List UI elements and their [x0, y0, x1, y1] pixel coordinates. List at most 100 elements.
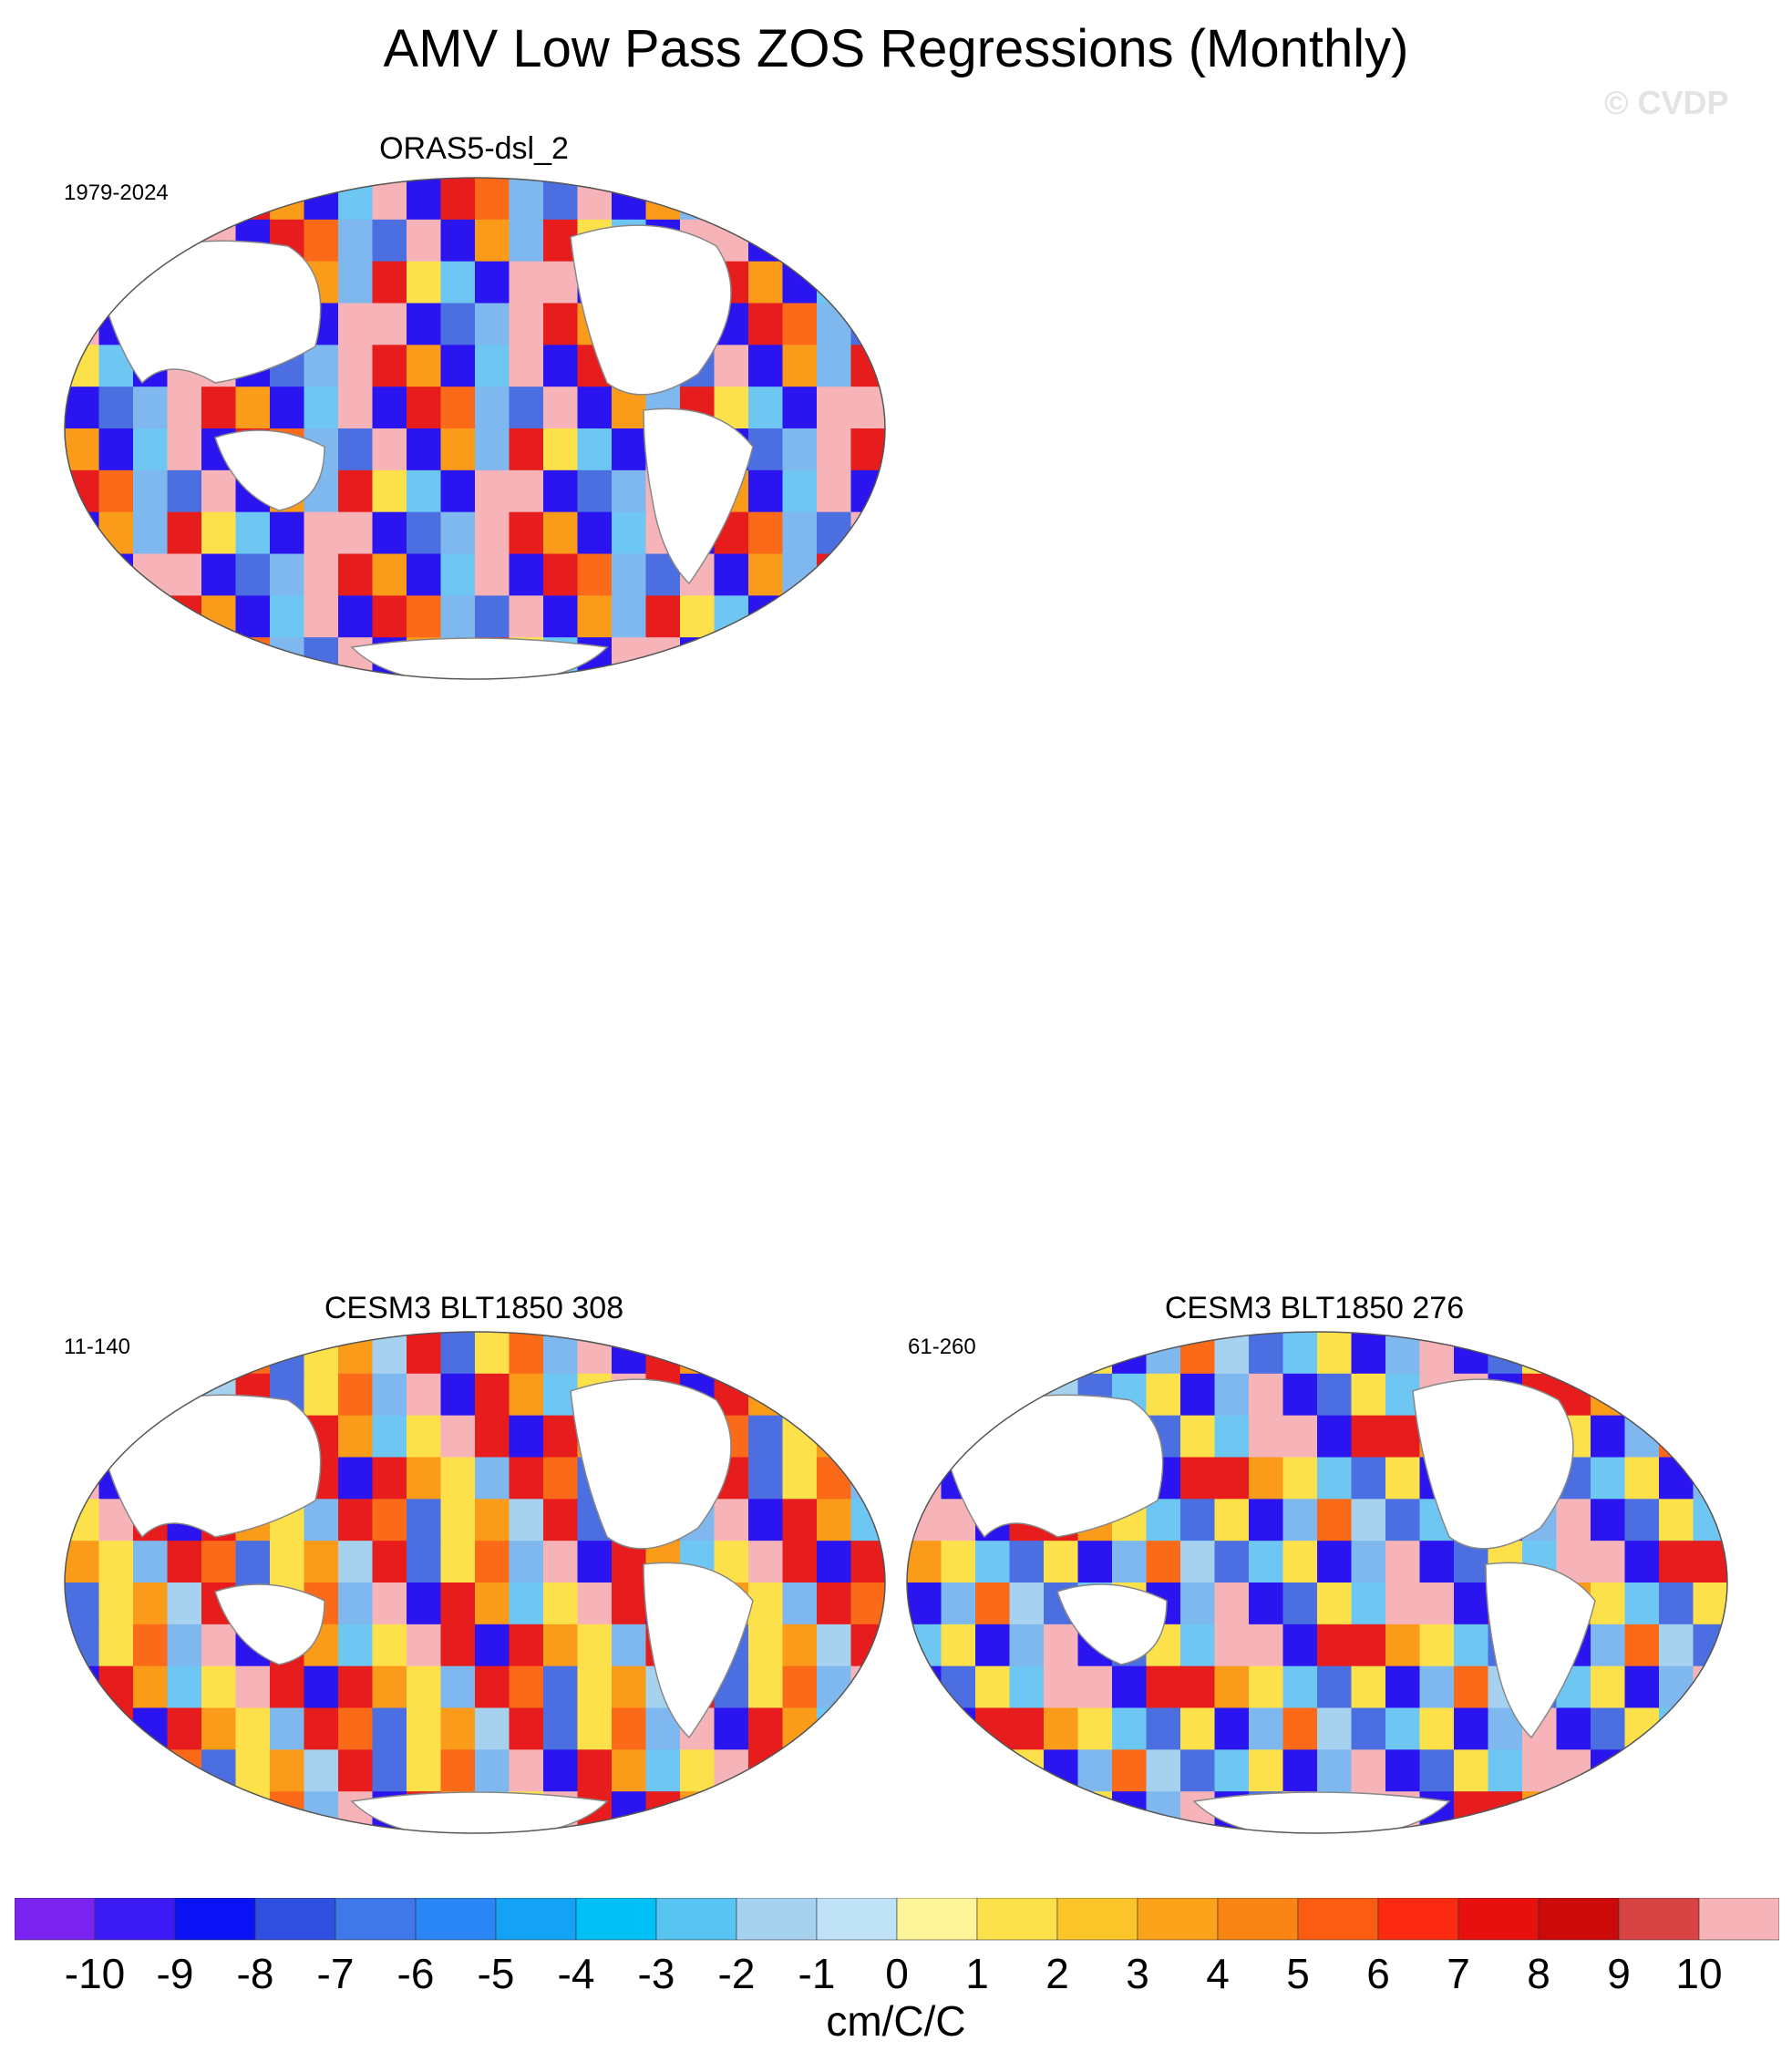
- map-cell: [1180, 1707, 1216, 1751]
- map-cell: [1009, 1624, 1045, 1667]
- map-cell: [304, 345, 339, 388]
- map-cell: [440, 1373, 476, 1417]
- map-cell: [235, 511, 271, 555]
- map-cell: [270, 1332, 305, 1375]
- map-cell: [782, 1332, 818, 1375]
- map-cell: [850, 1749, 885, 1793]
- map-cell: [372, 511, 407, 555]
- map-cell: [577, 1665, 613, 1709]
- colorbar-tick-label: 5: [1286, 1950, 1310, 1997]
- map-cell: [372, 1665, 407, 1709]
- map-cell: [475, 511, 510, 555]
- map-cell: [1693, 1415, 1727, 1459]
- map-cell: [133, 595, 169, 639]
- map-cell: [1180, 1457, 1216, 1500]
- map-cell: [1624, 1791, 1660, 1833]
- map-cell: [850, 1707, 885, 1751]
- map-cell: [65, 1791, 100, 1833]
- map-cell: [407, 1541, 442, 1583]
- map-cell: [133, 1665, 169, 1709]
- map-cell: [475, 1373, 510, 1417]
- map-cell: [201, 637, 237, 679]
- map-cell: [907, 1373, 942, 1417]
- map-cell: [1351, 1457, 1386, 1500]
- map-cell: [817, 178, 852, 221]
- map-cell: [612, 1665, 647, 1709]
- map-cell: [338, 553, 374, 597]
- map-cell: [167, 1332, 202, 1375]
- map-cell: [338, 1415, 374, 1459]
- map-cell: [98, 1791, 134, 1833]
- map-cell: [1693, 1791, 1727, 1833]
- map-cell: [1351, 1332, 1386, 1375]
- map-cell: [475, 1332, 510, 1375]
- colorbar-tick-label: 2: [1045, 1950, 1069, 1997]
- map-cell: [850, 553, 885, 597]
- map-cell: [1454, 1583, 1489, 1625]
- map-cell: [1214, 1749, 1250, 1793]
- map-cell: [440, 511, 476, 555]
- map-cell: [1693, 1373, 1727, 1417]
- map-cell: [714, 345, 749, 388]
- map-cell: [543, 1707, 579, 1751]
- map-cell: [133, 219, 169, 263]
- map-cell: [1624, 1499, 1660, 1542]
- map-cell: [612, 428, 647, 471]
- map-cell: [714, 1707, 749, 1751]
- map-cell: [1009, 1583, 1045, 1625]
- map-cell: [167, 1583, 202, 1625]
- map-cell: [1249, 1624, 1284, 1667]
- map-cell: [850, 1583, 885, 1625]
- map-cell: [714, 1499, 749, 1542]
- map-cell: [201, 1749, 237, 1793]
- map-cell: [65, 1373, 100, 1417]
- map-cell: [407, 219, 442, 263]
- map-cell: [65, 428, 100, 471]
- map-cell: [475, 303, 510, 346]
- colorbar-tick-label: 10: [1675, 1950, 1723, 1997]
- map-cell: [850, 178, 885, 221]
- map-cell: [782, 1373, 818, 1417]
- land-mask: [1192, 1791, 1451, 1833]
- map-cell: [338, 1541, 374, 1583]
- map-cell: [941, 1624, 976, 1667]
- map-cell: [975, 1665, 1011, 1709]
- panel-period-2: 11-140: [64, 1335, 130, 1359]
- map-cell: [975, 1749, 1011, 1793]
- map-cell: [1180, 1332, 1216, 1375]
- map-cell: [98, 637, 134, 679]
- map-cell: [338, 1624, 374, 1667]
- map-cell: [645, 595, 681, 639]
- map-cell: [782, 345, 818, 388]
- map-cell: [509, 178, 544, 221]
- map-cell: [133, 387, 169, 429]
- map-cell: [543, 553, 579, 597]
- map-cell: [817, 595, 852, 639]
- map-border: [906, 1331, 1728, 1834]
- map-cell: [98, 1665, 134, 1709]
- map-cell: [235, 1665, 271, 1709]
- map-cell: [1591, 1707, 1626, 1751]
- map-cell: [270, 178, 305, 221]
- map-cell: [167, 553, 202, 597]
- map-cell: [338, 1749, 374, 1793]
- colorbar-swatch: [1137, 1898, 1219, 1941]
- map-cell: [98, 469, 134, 513]
- map-cell: [1659, 1541, 1694, 1583]
- map-cell: [782, 637, 818, 679]
- map-cell: [270, 387, 305, 429]
- colorbar-swatch: [655, 1898, 737, 1941]
- map-cell: [543, 387, 579, 429]
- map-cell: [440, 1707, 476, 1751]
- colorbar-tick-label: 0: [885, 1950, 909, 1997]
- colorbar-tick-label: -3: [637, 1950, 675, 1997]
- map-cell: [680, 1332, 716, 1375]
- map-cell: [338, 1583, 374, 1625]
- map-cell: [941, 1791, 976, 1833]
- map-cell: [235, 553, 271, 597]
- map-cell: [1659, 1373, 1694, 1417]
- map-cell: [941, 1749, 976, 1793]
- map-cell: [475, 595, 510, 639]
- colorbar-swatch: [335, 1898, 417, 1941]
- map-cell: [440, 1499, 476, 1542]
